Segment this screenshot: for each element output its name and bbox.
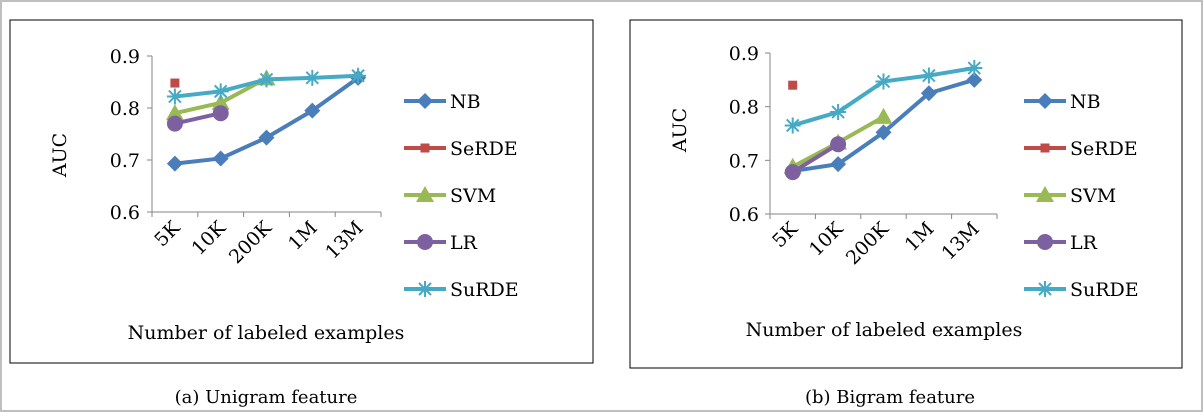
legend-marker [1037,93,1053,109]
y-tick-label: 0.8 [729,97,759,119]
series-nb [166,69,367,172]
series-lr [784,136,847,181]
legend-item: SVM [1024,185,1116,207]
legend-marker [420,143,430,153]
data-point [170,78,180,88]
data-point [784,117,801,134]
legend-item: SVM [404,185,496,207]
y-tick-label: 0.9 [729,43,759,65]
data-point [166,155,183,172]
series-surde [784,60,983,134]
data-point [211,93,230,110]
legend-marker [1036,186,1054,202]
data-point [920,85,937,102]
legend-marker [1037,234,1053,250]
data-point [875,124,892,141]
chart-bigram-xlabel: Number of labeled examples [746,319,1023,341]
series-line [791,142,840,174]
legend-label: SeRDE [1070,138,1138,160]
y-tick-label: 0.7 [110,150,140,172]
y-tick-label: 0.9 [110,46,140,68]
chart-unigram-caption: (a) Unigram feature [175,387,358,408]
y-tick-label: 0.6 [110,202,140,224]
chart-bigram-caption: (b) Bigram feature [805,387,975,408]
data-point [830,156,847,173]
chart-unigram-legend: NB SeRDE SVM LR SuRDE [404,91,519,301]
data-point [830,104,847,121]
legend-label: SuRDE [1070,279,1139,301]
data-point [350,67,367,84]
data-point [875,73,892,90]
legend-label: SeRDE [450,138,518,160]
legend-label: LR [450,232,478,254]
data-point [304,69,321,86]
legend-label: NB [450,91,481,113]
legend-marker [417,234,433,250]
data-point [212,150,229,167]
legend-marker [416,186,434,202]
data-point [966,71,983,88]
chart-bigram-legend: NB SeRDE SVM LR SuRDE [1024,91,1139,301]
data-point [258,71,275,88]
chart-unigram-border [9,19,594,364]
chart-unigram-xlabel: Number of labeled examples [128,322,405,344]
legend-marker [417,93,433,109]
data-point [165,104,184,121]
legend-item: SeRDE [1024,138,1138,160]
series-surde [166,67,367,105]
legend-item: SuRDE [404,279,519,301]
data-point [304,102,321,119]
legend-item: LR [404,232,478,254]
series-serde [788,80,798,90]
data-point [966,60,983,77]
data-point [212,83,229,100]
y-tick-label: 0.6 [729,204,759,226]
data-point [874,107,893,124]
legend-label: NB [1070,91,1101,113]
legend-label: LR [1070,232,1098,254]
legend-marker [1040,143,1050,153]
series-lr [166,105,229,132]
legend-item: SeRDE [404,138,518,160]
chart-unigram-ylabel: AUC [49,133,71,178]
legend-item: SuRDE [1024,279,1139,301]
data-point [258,129,275,146]
legend-item: LR [1024,232,1098,254]
data-point [788,80,798,90]
legend-label: SVM [1070,185,1116,207]
chart-bigram-ylabel: AUC [669,108,691,153]
y-tick-label: 0.7 [729,150,759,172]
data-point [920,67,937,84]
legend-label: SuRDE [450,279,519,301]
data-point [830,136,847,153]
series-serde [170,78,180,88]
data-point [784,164,801,181]
data-point [166,115,183,132]
data-point [166,88,183,105]
legend-item: NB [404,91,481,113]
legend-marker [417,281,433,297]
data-point [212,105,229,122]
legend-marker [1037,281,1053,297]
legend-item: NB [1024,91,1101,113]
y-tick-label: 0.8 [110,98,140,120]
legend-label: SVM [450,185,496,207]
